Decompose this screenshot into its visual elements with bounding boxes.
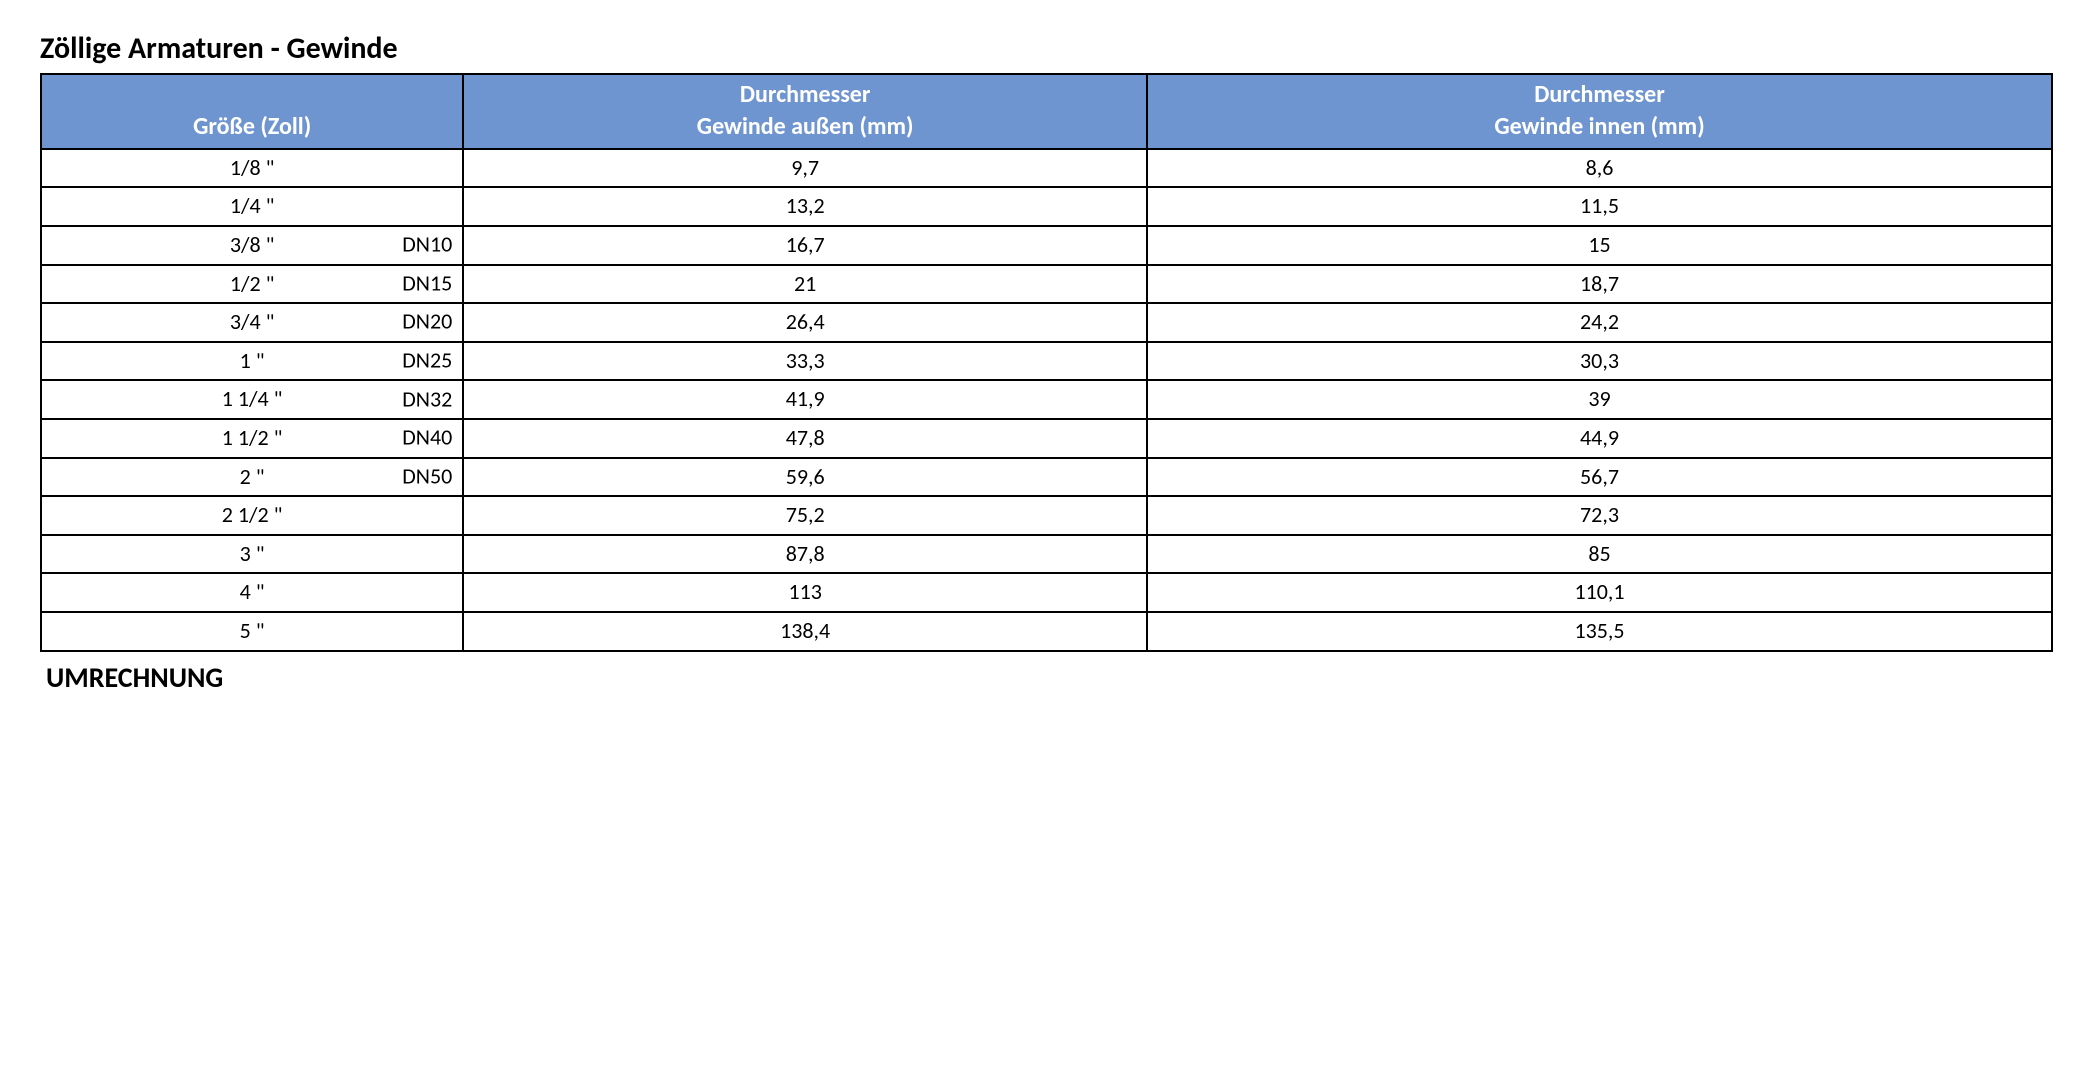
cell-outer: 41,9 <box>463 380 1147 419</box>
table-row: 2 1/2 "75,272,3 <box>41 496 2052 535</box>
cell-size: 1/8 " <box>41 149 463 188</box>
table-row: 3 "87,885 <box>41 535 2052 574</box>
cell-outer: 21 <box>463 265 1147 304</box>
col-header-inner: Durchmesser Gewinde innen (mm) <box>1147 74 2052 149</box>
cell-outer: 113 <box>463 573 1147 612</box>
table-row: 1/4 "13,211,5 <box>41 187 2052 226</box>
cell-inner: 44,9 <box>1147 419 2052 458</box>
cell-size: 3 " <box>41 535 463 574</box>
cell-outer: 26,4 <box>463 303 1147 342</box>
cell-size: 5 " <box>41 612 463 651</box>
cell-inner: 24,2 <box>1147 303 2052 342</box>
col-header-outer: Durchmesser Gewinde außen (mm) <box>463 74 1147 149</box>
cell-outer: 87,8 <box>463 535 1147 574</box>
size-dn: DN32 <box>402 385 452 414</box>
size-dn: DN20 <box>402 308 452 337</box>
cell-size: 1/2 "DN15 <box>41 265 463 304</box>
cell-inner: 135,5 <box>1147 612 2052 651</box>
cell-outer: 16,7 <box>463 226 1147 265</box>
table-row: 3/4 "DN2026,424,2 <box>41 303 2052 342</box>
col-header-outer-line1: Durchmesser <box>740 80 871 109</box>
page-title: Zöllige Armaturen - Gewinde <box>40 30 2053 67</box>
col-header-inner-line2: Gewinde innen (mm) <box>1494 112 1704 141</box>
cell-outer: 75,2 <box>463 496 1147 535</box>
size-dn: DN10 <box>402 231 452 260</box>
col-header-size: Größe (Zoll) <box>41 74 463 149</box>
cell-inner: 30,3 <box>1147 342 2052 381</box>
cell-inner: 15 <box>1147 226 2052 265</box>
cell-outer: 59,6 <box>463 458 1147 497</box>
table-row: 1 1/2 "DN4047,844,9 <box>41 419 2052 458</box>
table-header-row: Größe (Zoll) Durchmesser Gewinde außen (… <box>41 74 2052 149</box>
size-inch: 1/2 " <box>48 270 456 299</box>
cell-outer: 33,3 <box>463 342 1147 381</box>
cell-inner: 72,3 <box>1147 496 2052 535</box>
cell-size: 1 1/2 "DN40 <box>41 419 463 458</box>
size-dn: DN15 <box>402 270 452 299</box>
cell-inner: 85 <box>1147 535 2052 574</box>
cell-inner: 56,7 <box>1147 458 2052 497</box>
size-inch: 3 " <box>48 540 456 569</box>
table-row: 2 "DN5059,656,7 <box>41 458 2052 497</box>
cell-size: 1 1/4 "DN32 <box>41 380 463 419</box>
size-dn: DN25 <box>402 347 452 376</box>
cell-inner: 11,5 <box>1147 187 2052 226</box>
cell-size: 1/4 " <box>41 187 463 226</box>
cell-size: 3/8 "DN10 <box>41 226 463 265</box>
cell-inner: 8,6 <box>1147 149 2052 188</box>
table-row: 1/2 "DN152118,7 <box>41 265 2052 304</box>
size-dn: DN50 <box>402 463 452 492</box>
table-row: 1 "DN2533,330,3 <box>41 342 2052 381</box>
size-inch: 4 " <box>48 578 456 607</box>
size-inch: 1 " <box>48 347 456 376</box>
cell-outer: 9,7 <box>463 149 1147 188</box>
cell-size: 1 "DN25 <box>41 342 463 381</box>
size-inch: 1 1/2 " <box>48 424 456 453</box>
size-inch: 1 1/4 " <box>48 385 456 414</box>
footer-label: UMRECHNUNG <box>46 660 2053 695</box>
cell-size: 3/4 "DN20 <box>41 303 463 342</box>
cell-inner: 110,1 <box>1147 573 2052 612</box>
table-row: 1/8 "9,78,6 <box>41 149 2052 188</box>
table-row: 4 "113110,1 <box>41 573 2052 612</box>
table-row: 1 1/4 "DN3241,939 <box>41 380 2052 419</box>
size-dn: DN40 <box>402 424 452 453</box>
cell-size: 4 " <box>41 573 463 612</box>
col-header-outer-line2: Gewinde außen (mm) <box>697 112 914 141</box>
col-header-size-label: Größe (Zoll) <box>193 112 311 141</box>
table-row: 3/8 "DN1016,715 <box>41 226 2052 265</box>
size-inch: 1/8 " <box>48 154 456 183</box>
cell-outer: 13,2 <box>463 187 1147 226</box>
cell-outer: 138,4 <box>463 612 1147 651</box>
size-inch: 2 " <box>48 463 456 492</box>
cell-size: 2 1/2 " <box>41 496 463 535</box>
size-inch: 2 1/2 " <box>48 501 456 530</box>
size-inch: 5 " <box>48 617 456 646</box>
cell-inner: 18,7 <box>1147 265 2052 304</box>
cell-outer: 47,8 <box>463 419 1147 458</box>
size-inch: 1/4 " <box>48 192 456 221</box>
col-header-inner-line1: Durchmesser <box>1534 80 1665 109</box>
cell-inner: 39 <box>1147 380 2052 419</box>
size-inch: 3/4 " <box>48 308 456 337</box>
size-inch: 3/8 " <box>48 231 456 260</box>
cell-size: 2 "DN50 <box>41 458 463 497</box>
table-row: 5 "138,4135,5 <box>41 612 2052 651</box>
thread-size-table: Größe (Zoll) Durchmesser Gewinde außen (… <box>40 73 2053 652</box>
